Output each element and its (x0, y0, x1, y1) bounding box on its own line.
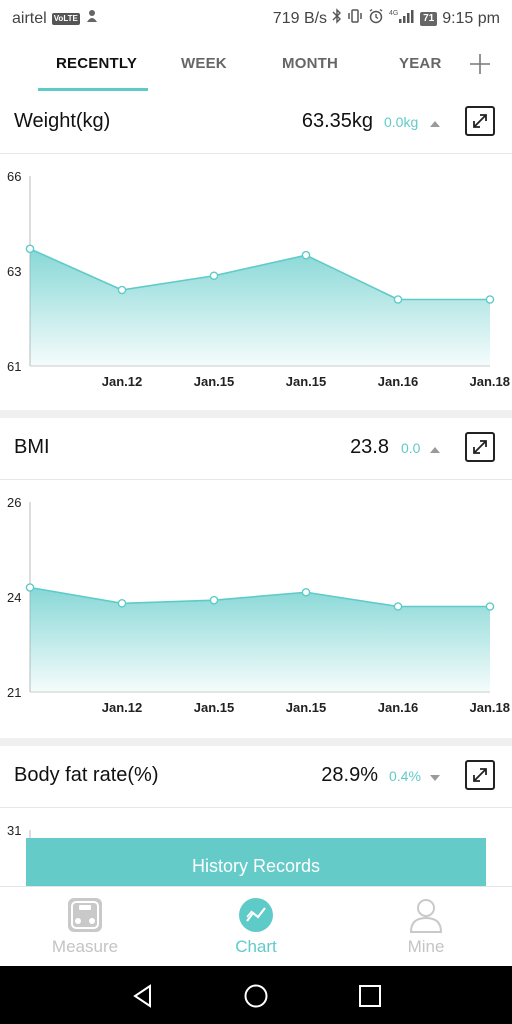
data-point[interactable] (117, 599, 127, 608)
x-tick-label: Jan.15 (286, 374, 326, 389)
volte-badge: VoLTE (51, 12, 80, 25)
chart-icon (239, 898, 273, 932)
area-fill (30, 248, 490, 366)
data-point[interactable] (25, 244, 35, 254)
nav-mine-label: Mine (407, 937, 445, 956)
series-line (29, 248, 490, 301)
nav-chart[interactable]: Chart (196, 887, 316, 967)
signal-icon: 4G (389, 8, 415, 29)
bmi-title: BMI (14, 436, 50, 458)
y-tick-label: 63 (7, 264, 21, 279)
data-point[interactable] (301, 250, 311, 260)
weight-chart: 61 63 66 Jan.12 Jan.15 Jan.15 Jan.16 Jan.18 (7, 169, 510, 389)
weight-section: Weight(kg) 63.35kg 0.0kg 61 63 66 Jan.12 Jan… (0, 92, 512, 410)
data-point[interactable] (301, 587, 311, 597)
clock: 9:15 pm (442, 9, 500, 27)
nav-mine[interactable]: Mine (366, 887, 486, 967)
x-tick-label: Jan.18 (470, 374, 510, 389)
alarm-icon (368, 8, 384, 29)
tab-recently[interactable]: RECENTLY (56, 55, 138, 72)
data-point[interactable] (393, 602, 403, 611)
x-tick-label: Jan.16 (378, 374, 418, 389)
active-tab-indicator (38, 88, 148, 91)
plus-icon (470, 54, 490, 74)
add-button[interactable] (466, 50, 494, 78)
weight-title: Weight(kg) (14, 110, 111, 132)
data-point[interactable] (25, 583, 35, 592)
tab-month[interactable]: MONTH (282, 55, 338, 72)
expand-icon (465, 106, 495, 136)
trend-up-icon (430, 121, 440, 127)
data-point[interactable] (117, 285, 127, 295)
bmi-chart: 21 24 26 Jan.12 Jan.15 Jan.15 Jan.16 Jan.18 (7, 495, 510, 715)
data-point[interactable] (485, 295, 495, 304)
system-nav-bar (0, 966, 512, 1024)
bottom-nav: Measure Chart Mine (0, 886, 512, 966)
weight-value: 63.35kg (301, 110, 373, 132)
body-fat-header: Body fat rate(%) 28.9% 0.4% (0, 746, 512, 808)
body-fat-change: 0.4% (389, 768, 421, 784)
body-fat-title: Body fat rate(%) (14, 764, 159, 786)
tab-year[interactable]: YEAR (399, 55, 442, 72)
nav-chart-label: Chart (235, 937, 277, 956)
trend-up-icon (430, 447, 440, 453)
x-tick-label: Jan.12 (102, 700, 142, 715)
weight-change: 0.0kg (384, 114, 419, 130)
y-tick-label: 66 (7, 169, 21, 184)
weight-header: Weight(kg) 63.35kg 0.0kg (0, 92, 512, 154)
x-tick-label: Jan.15 (194, 700, 234, 715)
data-point[interactable] (209, 271, 219, 281)
x-tick-label: Jan.15 (194, 374, 234, 389)
body-fat-expand-button[interactable] (465, 760, 495, 790)
body-fat-value: 28.9% (321, 764, 378, 786)
data-point[interactable] (485, 602, 495, 611)
data-point[interactable] (209, 595, 219, 605)
status-right: 719 B/s 4G 71 9:15 pm (273, 8, 500, 29)
status-bar: airtel VoLTE 719 B/s 4G 71 9:15 pm (0, 0, 512, 36)
bmi-value: 23.8 (350, 436, 389, 458)
bmi-header: BMI 23.8 0.0 (0, 418, 512, 480)
status-left: airtel VoLTE (12, 8, 99, 29)
x-tick-label: Jan.12 (102, 374, 142, 389)
x-tick-label: Jan.15 (286, 700, 326, 715)
recents-icon[interactable] (357, 983, 383, 1009)
y-tick-label: 31 (7, 823, 21, 838)
carrier-name: airtel (12, 9, 47, 27)
section-divider (0, 738, 512, 746)
home-icon[interactable] (243, 983, 269, 1009)
notification-icon (85, 8, 99, 29)
network-type: 4G (389, 10, 398, 17)
trend-down-icon (430, 775, 440, 781)
bluetooth-icon (332, 8, 342, 29)
battery-icon: 71 (420, 11, 438, 26)
period-tabs: RECENTLY WEEK MONTH YEAR (0, 36, 512, 92)
expand-icon (465, 432, 495, 462)
bmi-section: BMI 23.8 0.0 21 24 26 Jan.12 Jan.15 Jan.15 Jan… (0, 418, 512, 738)
nav-measure-label: Measure (51, 937, 119, 956)
y-tick-label: 24 (7, 590, 21, 605)
y-tick-label: 26 (7, 495, 21, 510)
y-tick-label: 21 (7, 685, 21, 700)
scale-icon (68, 898, 102, 932)
history-records-button[interactable]: History Records (26, 838, 486, 888)
series-line (29, 586, 490, 608)
x-tick-label: Jan.18 (470, 700, 510, 715)
y-tick-label: 61 (7, 359, 21, 374)
weight-expand-button[interactable] (465, 106, 495, 136)
nav-measure[interactable]: Measure (25, 887, 145, 967)
expand-icon (465, 760, 495, 790)
network-speed: 719 B/s (272, 9, 328, 27)
data-point[interactable] (393, 295, 403, 304)
x-tick-label: Jan.16 (378, 700, 418, 715)
bmi-change: 0.0 (401, 440, 421, 456)
section-divider (0, 410, 512, 418)
vibrate-icon (347, 8, 363, 29)
tab-week[interactable]: WEEK (181, 55, 227, 72)
area-fill (30, 587, 490, 692)
bmi-expand-button[interactable] (465, 432, 495, 462)
person-icon (409, 899, 443, 933)
back-icon[interactable] (130, 983, 156, 1009)
